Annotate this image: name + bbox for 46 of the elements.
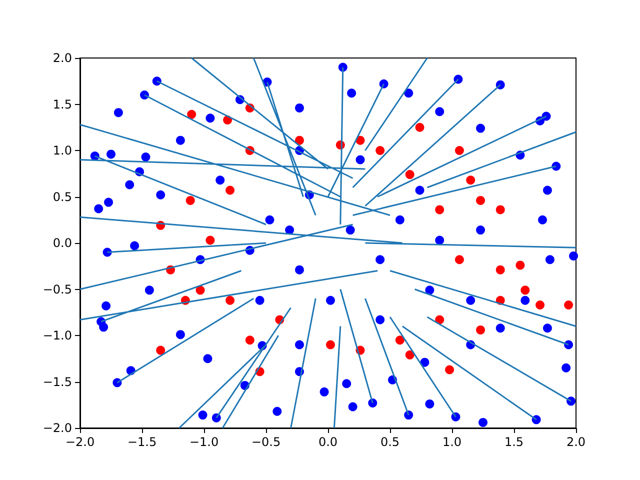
- point: [476, 325, 486, 334]
- point: [536, 300, 545, 310]
- x-tick-label: −1.5: [127, 435, 157, 449]
- x-tick-label: 0.0: [318, 435, 338, 449]
- point: [415, 122, 424, 132]
- point: [376, 146, 385, 155]
- point: [496, 205, 505, 214]
- point: [445, 365, 454, 374]
- point: [326, 340, 335, 350]
- x-tick-label: 1.5: [504, 435, 524, 449]
- point: [405, 350, 414, 360]
- point: [476, 196, 486, 205]
- point: [226, 296, 235, 305]
- y-tick-label: −2.0: [42, 421, 72, 435]
- point: [395, 336, 404, 345]
- point: [520, 286, 530, 295]
- point: [294, 136, 304, 145]
- point: [454, 255, 464, 264]
- point: [496, 265, 505, 274]
- point: [405, 170, 414, 180]
- point: [156, 346, 166, 355]
- point: [206, 236, 215, 245]
- point: [187, 110, 196, 119]
- x-tick-label: 2.0: [566, 435, 586, 449]
- point: [564, 300, 574, 310]
- point: [454, 146, 464, 155]
- point: [196, 286, 205, 295]
- point: [435, 205, 444, 214]
- x-tick-label: 0.5: [380, 435, 400, 449]
- point: [466, 176, 476, 185]
- point: [186, 196, 195, 205]
- y-tick-label: −1.0: [42, 328, 72, 342]
- point: [245, 336, 254, 345]
- y-tick-label: 1.0: [52, 144, 72, 158]
- point: [516, 260, 525, 270]
- x-tick-label: −0.5: [251, 435, 281, 449]
- y-tick-label: −1.5: [42, 374, 72, 389]
- x-tick-label: −1.0: [189, 435, 219, 449]
- x-tick-label: 1.0: [442, 435, 462, 449]
- y-tick-label: 0.5: [52, 190, 72, 204]
- y-tick-label: 2.0: [52, 51, 72, 65]
- point: [226, 186, 235, 195]
- y-tick-label: 0.0: [52, 236, 72, 250]
- x-tick-label: −2.0: [65, 435, 95, 449]
- y-tick-label: 1.5: [52, 97, 72, 112]
- y-tick-label: −0.5: [42, 282, 72, 296]
